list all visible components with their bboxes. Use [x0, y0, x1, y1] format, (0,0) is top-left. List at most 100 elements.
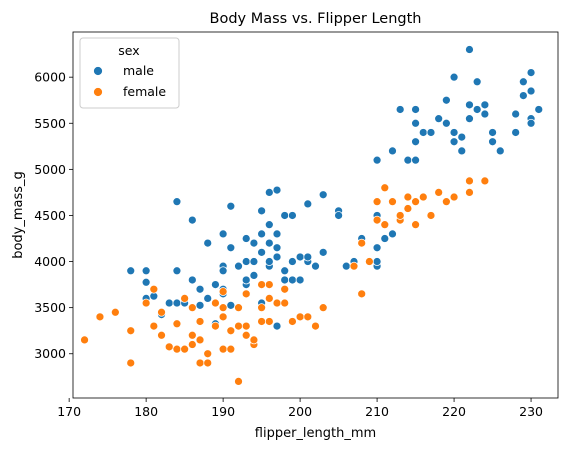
- data-point-female: [395, 211, 405, 220]
- data-point-female: [195, 358, 205, 368]
- data-point-female: [372, 215, 382, 225]
- data-point-female: [126, 358, 136, 368]
- data-point-male: [288, 257, 297, 266]
- data-point-male: [472, 105, 482, 114]
- data-point-female: [157, 330, 166, 340]
- x-tick-label: 170: [57, 404, 81, 419]
- data-point-male: [264, 257, 274, 266]
- data-point-female: [403, 204, 413, 213]
- data-point-male: [195, 300, 205, 310]
- data-point-male: [218, 266, 228, 276]
- data-point-female: [295, 312, 305, 322]
- data-point-male: [534, 105, 544, 114]
- data-point-male: [472, 77, 482, 87]
- data-point-female: [195, 335, 205, 345]
- data-point-male: [226, 300, 236, 310]
- data-point-female: [411, 197, 420, 207]
- data-point-female: [311, 321, 320, 331]
- data-point-male: [264, 238, 274, 248]
- data-point-male: [388, 146, 397, 156]
- data-point-male: [480, 109, 490, 119]
- data-point-male: [203, 238, 213, 248]
- data-point-male: [249, 257, 259, 266]
- data-points: [80, 45, 544, 386]
- data-point-female: [449, 192, 459, 202]
- data-point-female: [234, 377, 243, 386]
- data-point-male: [288, 211, 297, 220]
- data-point-female: [264, 317, 274, 326]
- data-point-male: [218, 229, 228, 239]
- data-point-male: [311, 261, 320, 271]
- data-point-male: [526, 86, 536, 96]
- data-point-male: [295, 275, 305, 285]
- data-point-male: [372, 257, 382, 266]
- data-point-female: [195, 317, 205, 326]
- data-point-male: [341, 261, 351, 271]
- data-point-male: [272, 185, 282, 195]
- data-point-male: [411, 155, 420, 165]
- x-tick-label: 220: [442, 404, 466, 419]
- data-point-female: [465, 176, 474, 186]
- legend-marker-male: [93, 66, 103, 76]
- data-point-female: [241, 330, 251, 340]
- data-point-male: [511, 109, 521, 119]
- data-point-male: [172, 298, 182, 308]
- data-point-male: [164, 298, 174, 308]
- data-point-male: [457, 132, 467, 142]
- data-point-female: [226, 344, 236, 354]
- data-point-male: [272, 321, 282, 331]
- x-tick-label: 180: [134, 404, 158, 419]
- data-point-male: [280, 275, 290, 285]
- data-point-female: [226, 326, 236, 336]
- data-point-male: [264, 220, 274, 230]
- data-point-female: [157, 307, 166, 317]
- data-point-female: [187, 340, 197, 349]
- data-point-female: [349, 261, 359, 271]
- data-point-male: [488, 137, 497, 147]
- data-point-male: [403, 155, 413, 165]
- data-point-female: [357, 289, 367, 299]
- data-point-male: [441, 95, 451, 105]
- data-point-male: [203, 294, 213, 303]
- y-tick-label: 3500: [34, 300, 66, 315]
- data-point-female: [80, 335, 89, 345]
- data-point-female: [218, 344, 228, 354]
- data-point-male: [418, 128, 428, 137]
- data-point-female: [380, 183, 390, 193]
- data-point-female: [441, 197, 451, 207]
- data-point-female: [141, 298, 151, 308]
- x-tick-label: 210: [365, 404, 389, 419]
- data-point-female: [149, 321, 159, 331]
- data-point-male: [172, 197, 182, 207]
- data-point-male: [141, 266, 151, 276]
- x-tick-label: 230: [519, 404, 543, 419]
- data-point-male: [226, 201, 236, 211]
- data-point-female: [280, 284, 290, 294]
- data-point-male: [288, 275, 297, 285]
- legend: sex male female: [79, 37, 180, 109]
- legend-label-female: female: [123, 84, 166, 99]
- data-point-female: [257, 280, 266, 289]
- data-point-female: [203, 358, 213, 368]
- data-point-male: [211, 280, 220, 289]
- data-point-male: [280, 266, 290, 276]
- data-point-female: [180, 294, 190, 303]
- data-point-male: [241, 234, 251, 243]
- data-point-female: [164, 342, 174, 352]
- data-point-female: [172, 319, 182, 329]
- data-point-male: [511, 128, 521, 137]
- data-point-female: [318, 303, 328, 313]
- data-point-male: [449, 128, 459, 137]
- data-point-male: [249, 238, 259, 248]
- data-point-male: [257, 247, 266, 257]
- data-point-male: [380, 234, 390, 243]
- data-point-female: [272, 298, 282, 308]
- data-point-female: [280, 298, 290, 308]
- data-point-male: [318, 247, 328, 257]
- axes: 170 180 190 200 210 220 230 3000 3500 4000 4500 500…: [34, 31, 559, 419]
- legend-marker-female: [93, 87, 103, 97]
- y-axis-label: body_mass_g: [11, 171, 26, 259]
- data-point-female: [187, 330, 197, 340]
- data-point-female: [241, 289, 251, 299]
